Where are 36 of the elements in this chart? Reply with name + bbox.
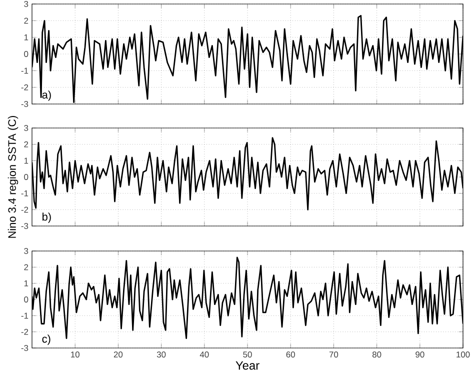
x-tick-label: 50 [243,352,252,358]
y-tick-label: -1 [21,312,28,319]
y-tick-label: -1 [21,68,28,74]
x-tick-label: 40 [200,352,209,358]
x-tick-label: 100 [456,352,470,358]
y-tick-label: 2 [24,264,28,270]
y-tick-label: -3 [21,345,28,351]
x-axis-title: Year [236,361,260,370]
y-tick-label: 0 [24,296,28,302]
y-axis-title: Nino 3.4 region SSTA (C) [8,116,18,238]
y-tick-label: 1 [24,280,28,286]
x-tick-label: 60 [286,352,295,358]
y-tick-label: 2 [24,18,28,24]
y-tick-label: 0 [24,51,28,57]
x-tick-label: 80 [372,352,382,358]
x-tick-label: 20 [114,352,123,358]
x-tick-label: 30 [156,352,166,358]
annotation: c) [42,334,50,345]
y-tick-label: 0 [24,174,28,180]
y-tick-label: -2 [21,84,28,90]
y-tick-label: -3 [21,101,28,107]
annotation: b) [42,212,51,223]
y-tick-label: -3 [21,223,28,229]
y-tick-label: 3 [24,1,28,7]
y-tick-label: -2 [21,328,28,335]
y-tick-label: 1 [24,158,28,164]
y-tick-label: -2 [21,206,28,213]
y-tick-label: 1 [24,34,28,40]
x-tick-label: 10 [71,352,80,358]
y-tick-label: 2 [24,141,28,148]
y-tick-label: 3 [24,125,28,131]
x-tick-label: 90 [416,352,424,358]
x-tick-label: 70 [329,352,338,358]
y-tick-label: 3 [24,248,28,254]
y-tick-label: -1 [21,190,28,196]
annotation: a) [42,90,51,101]
